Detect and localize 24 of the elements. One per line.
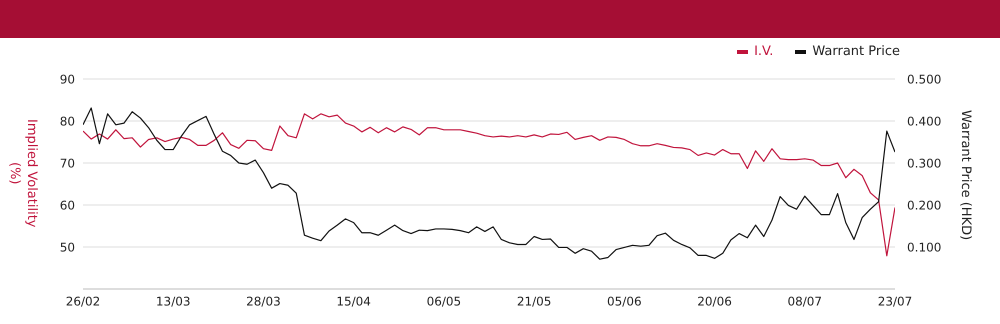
x-tick-label: 15/04 [336,294,371,309]
y-tick-label: 80 [60,114,75,128]
y2-tick-label: 0.300 [907,156,942,170]
y2-tick-label: 0.100 [907,240,942,254]
x-tick-label: 28/03 [246,294,281,309]
y2-tick-label: 0.500 [907,72,942,86]
y-tick-label: 50 [60,240,75,254]
y2-tick-label: 0.200 [907,198,942,212]
legend-label: Warrant Price [812,44,900,59]
y2-tick-label: 0.400 [907,114,942,128]
x-tick-label: 08/07 [787,294,822,309]
y-tick-label: 70 [60,156,75,170]
x-tick-label: 05/06 [607,294,642,309]
x-tick-label: 23/07 [878,294,912,309]
y-tick-label: 60 [60,198,75,212]
x-tick-label: 20/06 [697,294,732,309]
legend-label: I.V. [754,44,774,59]
y2-axis-title: Warrant Price (HKD) [958,108,973,242]
x-tick-label: 26/02 [66,294,100,309]
y-axis-title: Implied Volatility (%) [6,118,40,230]
y-tick-label: 90 [60,72,75,86]
x-tick-label: 06/05 [426,294,462,309]
x-tick-label: 13/03 [156,294,191,309]
x-tick-label: 21/05 [516,294,552,309]
